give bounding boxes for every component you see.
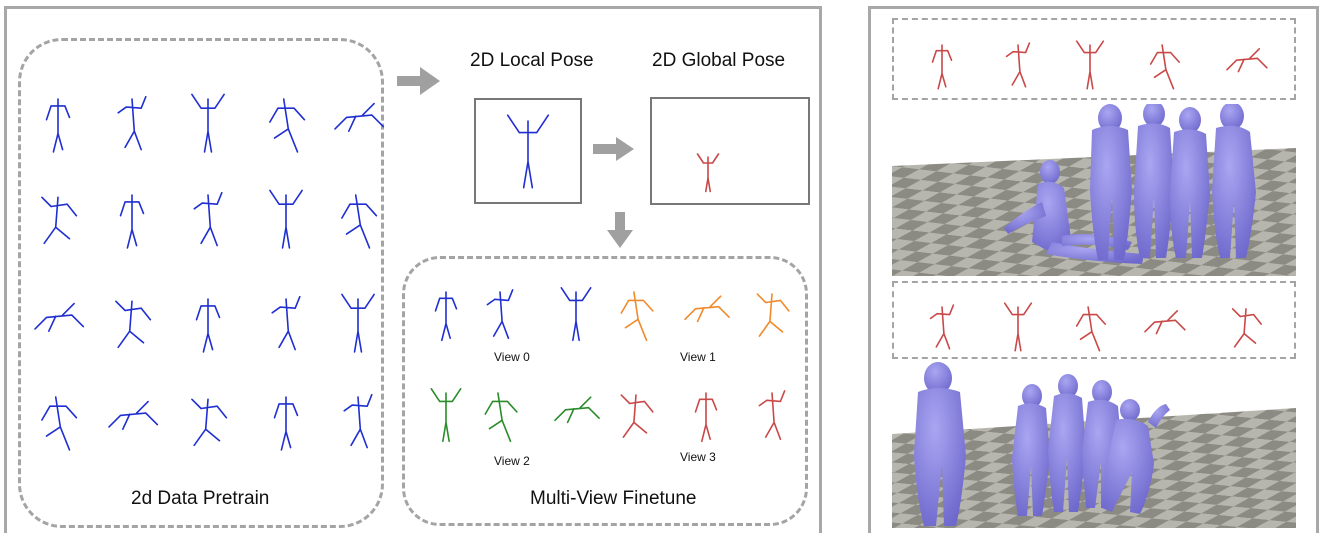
finetune-group bbox=[402, 256, 808, 526]
mesh-scene-bottom bbox=[892, 362, 1296, 528]
pretrain-group bbox=[18, 38, 384, 528]
view1-label: View 1 bbox=[680, 350, 716, 364]
finetune-label: Multi-View Finetune bbox=[530, 488, 697, 509]
body-meshes bbox=[1004, 104, 1256, 264]
global-pose-box bbox=[650, 97, 810, 205]
middle-skeleton-strip bbox=[892, 281, 1296, 359]
global-pose-label: 2D Global Pose bbox=[652, 50, 786, 71]
local-pose-label: 2D Local Pose bbox=[470, 50, 594, 71]
view0-label: View 0 bbox=[494, 350, 530, 364]
view3-label: View 3 bbox=[680, 450, 716, 464]
local-pose-box bbox=[474, 98, 582, 204]
top-skeleton-strip bbox=[892, 18, 1296, 100]
view2-label: View 2 bbox=[494, 454, 530, 468]
body-meshes bbox=[914, 362, 1170, 526]
pretrain-label: 2d Data Pretrain bbox=[131, 488, 270, 509]
mesh-scene-top bbox=[892, 104, 1296, 276]
